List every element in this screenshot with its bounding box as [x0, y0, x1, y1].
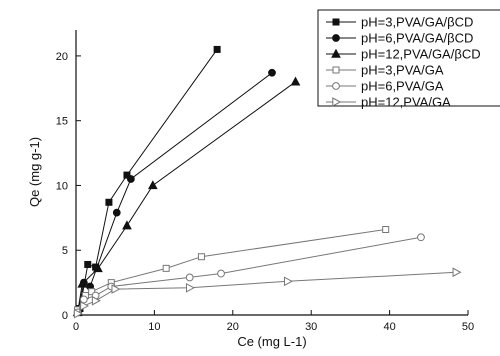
data-point — [283, 276, 293, 287]
data-point — [84, 260, 92, 268]
data-point — [91, 295, 101, 306]
y-tick-label: 20 — [56, 51, 68, 63]
x-tick-label: 20 — [227, 321, 239, 333]
series-6 — [73, 267, 462, 319]
data-point — [417, 233, 425, 242]
data-point — [197, 253, 205, 261]
legend-label: pH=12,PVA/GA/βCD — [361, 47, 481, 62]
legend-box — [317, 9, 500, 107]
data-point — [80, 301, 90, 311]
series-line — [77, 81, 296, 313]
data-point — [213, 45, 221, 53]
data-point — [88, 288, 96, 296]
legend-item: pH=12,PVA/GA/βCD — [326, 47, 481, 62]
x-tick-label: 40 — [383, 321, 395, 333]
series-line — [79, 49, 218, 309]
legend-label: pH=3,PVA/GA/βCD — [361, 15, 473, 30]
series — [72, 45, 462, 319]
legend-label: pH=3,PVA/GA — [361, 63, 444, 78]
data-point — [111, 284, 121, 294]
data-point — [122, 220, 132, 230]
legend-marker — [332, 97, 342, 107]
legend-marker — [332, 18, 340, 26]
legend: pH=3,PVA/GA/βCDpH=6,PVA/GA/βCDpH=12,PVA/… — [317, 9, 500, 110]
legend-item: pH=6,PVA/GA/βCD — [326, 31, 473, 46]
data-point — [268, 68, 276, 77]
legend-marker — [332, 82, 340, 90]
x-tick-label: 50 — [462, 321, 474, 333]
data-point — [217, 269, 225, 278]
series-5 — [73, 233, 425, 317]
series-4 — [74, 226, 390, 314]
y-axis-title: Qe (mg g-1) — [27, 137, 42, 207]
data-point — [290, 76, 301, 86]
data-point — [77, 278, 88, 288]
y-tick-label: 10 — [56, 180, 68, 192]
data-point — [162, 264, 170, 272]
data-point — [452, 267, 462, 278]
data-point — [93, 263, 103, 273]
series-3 — [72, 76, 301, 317]
legend-label: pH=6,PVA/GA — [361, 79, 444, 94]
legend-item: pH=3,PVA/GA/βCD — [326, 15, 473, 30]
data-point — [79, 295, 88, 304]
x-tick-label: 30 — [305, 321, 317, 333]
data-point — [112, 208, 121, 217]
legend-label: pH=12,PVA/GA — [361, 95, 451, 110]
data-point — [123, 171, 131, 179]
series-2 — [74, 68, 276, 316]
legend-item: pH=3,PVA/GA — [326, 63, 444, 78]
series-line — [77, 229, 386, 311]
series-line — [77, 271, 457, 315]
axes — [75, 30, 468, 316]
x-tick-label: 10 — [148, 321, 160, 333]
legend-marker — [331, 48, 341, 58]
x-axis-title: Ce (mg L-1) — [237, 334, 306, 349]
series-line — [77, 236, 422, 313]
y-tick-label: 15 — [56, 116, 68, 128]
data-point — [382, 226, 390, 233]
x-tick-label: 0 — [73, 321, 79, 333]
y-tick-label: 5 — [62, 245, 68, 257]
legend-item: pH=12,PVA/GA — [326, 95, 451, 110]
legend-label: pH=6,PVA/GA/βCD — [361, 31, 473, 46]
data-point — [185, 273, 194, 282]
data-point — [73, 308, 83, 319]
data-point — [147, 180, 158, 190]
data-point — [126, 175, 135, 183]
legend-marker — [332, 66, 340, 74]
y-tick-label: 0 — [62, 310, 68, 322]
ticks: 0 10 20 30 40 50 0 5 10 15 20 — [56, 51, 474, 333]
legend-marker — [332, 34, 340, 42]
data-point — [105, 198, 113, 206]
data-point — [185, 282, 195, 293]
legend-item: pH=6,PVA/GA — [326, 79, 444, 94]
